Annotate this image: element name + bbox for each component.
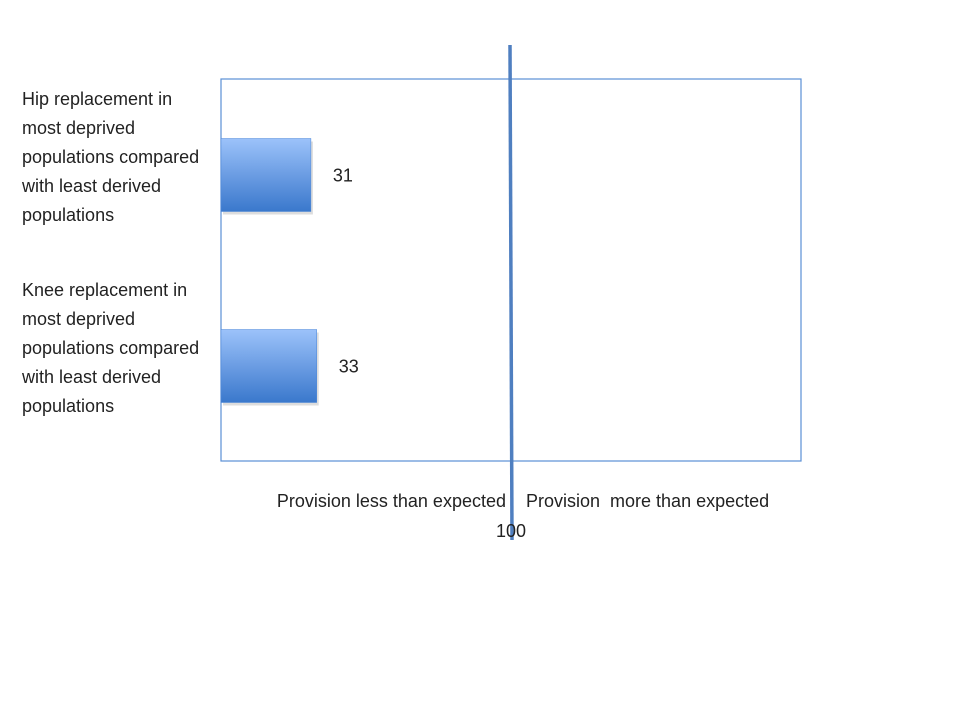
annotation: Provision more than expected [526, 491, 769, 511]
value-label: 31 [333, 165, 353, 185]
value-label: 33 [339, 356, 359, 376]
x-tick-label: 100 [496, 521, 526, 541]
annotation: Provision less than expected [277, 491, 506, 511]
category-label: Knee replacement in most deprived popula… [22, 279, 200, 416]
category-label: Hip replacement in most deprived populat… [22, 88, 200, 225]
bar [220, 138, 312, 212]
bar [220, 329, 317, 403]
reference-line [508, 44, 514, 541]
